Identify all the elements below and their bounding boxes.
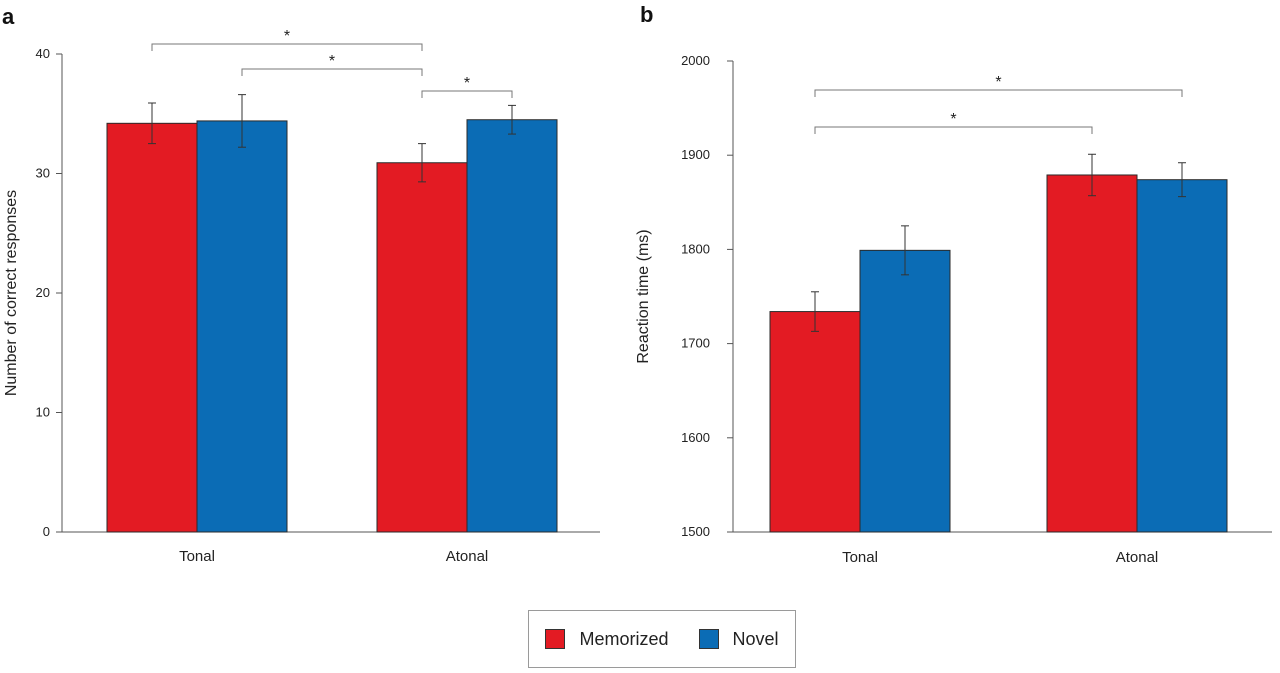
y-tick-label: 1900 [681,147,710,162]
bar-memorized-atonal [376,162,468,533]
y-tick-label: 2000 [681,53,710,68]
legend-item-novel: Novel [698,628,779,650]
significance-bracket [241,68,423,76]
y-tick-label: 40 [36,46,50,61]
legend-swatch-memorized [545,629,566,649]
chart-legend: Memorized Novel [528,610,796,668]
legend-label-novel: Novel [732,628,779,649]
bar-memorized-atonal [1046,174,1138,533]
y-tick-label: 1500 [681,524,710,539]
y-tick-label: 10 [36,405,50,420]
x-category-label: Atonal [1116,549,1159,566]
y-tick-label: 0 [43,524,50,539]
chart-panel-a: a 0 10 20 30 40 Number of correct responses Ton… [2,4,600,565]
panel-label-a: a [2,4,15,29]
bar-novel-atonal [1136,179,1228,533]
bar-novel-atonal [466,119,558,533]
significance-bracket [421,90,513,98]
significance-star: * [329,53,335,70]
significance-bracket [814,126,1093,134]
y-tick-label: 1600 [681,430,710,445]
y-tick-label: 30 [36,166,50,181]
bar-memorized-tonal [769,311,861,533]
panel-label-b: b [640,2,653,27]
x-category-label: Atonal [446,548,489,565]
bar-novel-tonal [859,249,951,533]
significance-bracket [151,43,423,51]
significance-star: * [950,111,956,128]
x-category-label: Tonal [842,549,878,566]
x-category-label: Tonal [179,548,215,565]
y-axis-title: Number of correct responses [3,190,20,396]
significance-star: * [995,74,1001,91]
bar-novel-tonal [196,120,288,533]
bar-memorized-tonal [106,122,198,533]
significance-star: * [284,28,290,45]
legend-label-memorized: Memorized [579,628,669,649]
y-tick-label: 1800 [681,241,710,256]
y-tick-label: 1700 [681,336,710,351]
significance-star: * [464,75,470,92]
legend-item-memorized: Memorized [545,628,669,650]
y-tick-label: 20 [36,285,50,300]
significance-bracket [814,89,1183,97]
legend-swatch-novel [698,629,719,649]
chart-panel-b: b 1500 1600 1700 1800 1900 2000 Reaction time (… [635,2,1272,566]
y-axis-title: Reaction time (ms) [635,229,652,363]
